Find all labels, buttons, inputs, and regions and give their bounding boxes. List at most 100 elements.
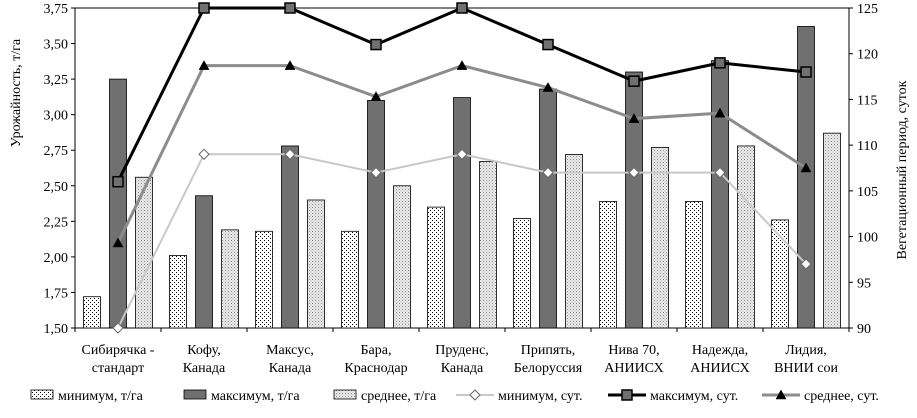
legend-label: среднее, т/га (361, 389, 437, 404)
bar-max (195, 195, 213, 329)
bar-max (797, 26, 815, 329)
left-tick-label: 2,25 (44, 215, 69, 230)
left-tick-label: 1,75 (44, 286, 69, 301)
category-label: Бара, (361, 343, 392, 358)
category-label: Надежда, (692, 343, 748, 358)
category-label: Краснодар (344, 361, 407, 376)
left-tick-label: 3,75 (44, 2, 69, 17)
marker-min-days (370, 166, 382, 179)
bar-max (109, 78, 127, 329)
category-label: Белоруссия (514, 361, 583, 376)
bar-max (453, 97, 471, 329)
category-label: Нива 70, (608, 343, 659, 358)
bar-avg (221, 229, 239, 329)
category-label: АНИИСХ (604, 361, 664, 376)
right-tick-label: 100 (857, 231, 878, 246)
bar-avg (479, 161, 497, 329)
bar-series-group (83, 26, 841, 329)
bar-min (599, 201, 617, 329)
bar-avg (135, 176, 153, 329)
bar-max (711, 60, 729, 329)
right-tick-label: 110 (857, 139, 877, 154)
marker-max-days (542, 38, 554, 51)
legend-swatch (30, 389, 54, 400)
marker-max-days (198, 2, 210, 14)
bar-min (83, 296, 101, 329)
category-label: Канада (441, 361, 484, 376)
left-tick-label: 3,25 (44, 73, 69, 88)
bar-max (281, 145, 299, 329)
right-tick-label: 95 (857, 276, 871, 291)
bar-min (513, 218, 531, 329)
category-label: Припять, (521, 343, 576, 358)
category-label: Максус, (266, 343, 314, 358)
marker-max-days (714, 57, 726, 69)
legend-label: минимум, сут. (498, 389, 582, 404)
marker-avg-days (284, 60, 296, 70)
category-label: ВНИИ сои (774, 361, 838, 376)
legend-label: среднее, сут. (804, 389, 879, 404)
left-tick-label: 3,00 (44, 109, 69, 124)
bar-avg (565, 154, 583, 329)
marker-min-days (456, 148, 468, 160)
legend-label: максимум, сут. (650, 389, 738, 404)
left-axis-title: Урожайность, т/га (9, 38, 24, 147)
marker-avg-days (198, 60, 210, 70)
left-tick-label: 1,50 (44, 322, 69, 337)
marker-max-days (628, 75, 640, 87)
category-label: Канада (183, 361, 226, 376)
right-tick-label: 125 (857, 2, 878, 17)
category-label: стандарт (92, 361, 144, 376)
bar-avg (307, 199, 325, 329)
legend: минимум, т/га максимум, т/га среднее, т/га… (30, 389, 879, 404)
marker-min-days (542, 166, 554, 179)
category-label: Кофу, (187, 343, 220, 358)
line-series-group (112, 2, 812, 334)
marker-avg-days (456, 60, 468, 70)
axes-group: 1,50 1,75 2,00 2,25 2,50 2,75 3,00 3,25 3,50 3,75… (44, 2, 879, 376)
marker-min-days (800, 258, 812, 270)
marker-min-days (198, 148, 210, 160)
category-label: Пруденс, (435, 343, 489, 358)
bar-avg (737, 145, 755, 329)
category-label: АНИИСХ (690, 361, 750, 376)
bar-max (539, 88, 557, 329)
marker-avg-days (800, 162, 812, 173)
bar-max (367, 100, 385, 329)
right-tick-label: 115 (857, 93, 877, 108)
marker-avg-days (628, 113, 640, 123)
legend-swatch (333, 389, 357, 400)
bar-min (255, 230, 273, 329)
right-axis-title: Вегетационный период, суток (895, 80, 910, 259)
marker-max-days (800, 66, 812, 78)
left-tick-label: 3,50 (44, 38, 69, 53)
legend-marker (775, 389, 787, 400)
marker-avg-days (714, 107, 726, 118)
marker-min-days (284, 148, 296, 160)
category-label: Лидия, (785, 343, 827, 358)
left-tick-label: 2,75 (44, 144, 69, 159)
legend-label: минимум, т/га (58, 389, 144, 404)
marker-max-days (456, 2, 468, 14)
marker-min-days (714, 166, 726, 179)
marker-max-days (112, 175, 124, 188)
legend-marker (469, 389, 481, 401)
legend-marker (621, 389, 633, 401)
bar-min (427, 206, 445, 329)
marker-avg-days (542, 82, 554, 92)
right-tick-label: 90 (857, 322, 871, 337)
bar-avg (651, 146, 669, 329)
legend-swatch (183, 389, 207, 400)
marker-max-days (370, 38, 382, 51)
legend-label: максимум, т/га (211, 389, 300, 404)
bar-min (341, 230, 359, 329)
bar-avg (823, 132, 841, 329)
bar-min (771, 219, 789, 329)
marker-min-days (112, 322, 124, 334)
marker-min-days (628, 166, 640, 179)
left-tick-label: 2,00 (44, 251, 69, 266)
bar-avg (393, 185, 411, 329)
category-label: Канада (269, 361, 312, 376)
marker-avg-days (370, 91, 382, 101)
